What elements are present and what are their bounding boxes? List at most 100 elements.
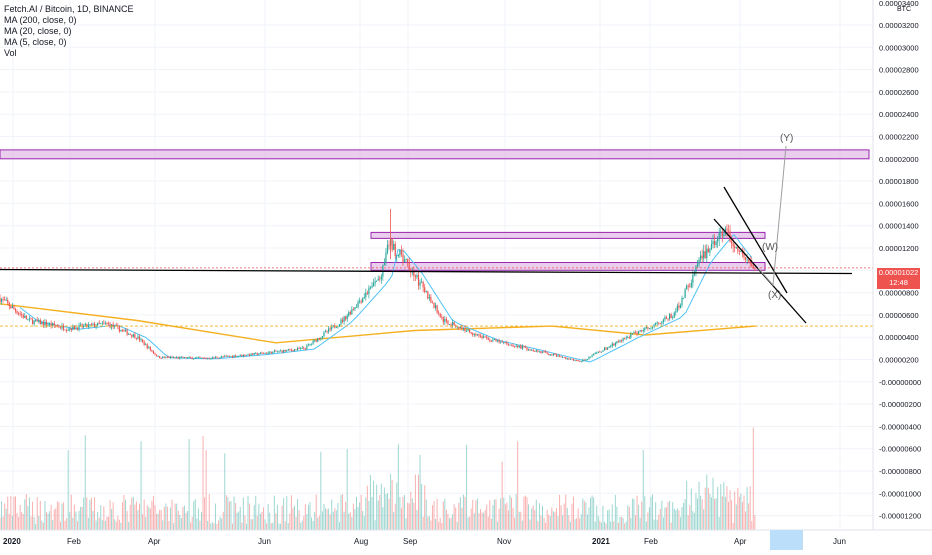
volume-bar <box>228 501 230 530</box>
candle-body <box>751 263 753 266</box>
candle-body <box>69 328 71 330</box>
volume-bar <box>636 495 638 530</box>
volume-bar <box>512 507 514 530</box>
candle-body <box>591 355 593 357</box>
candle-body <box>433 302 435 308</box>
candle-body <box>120 330 122 332</box>
volume-bar <box>424 485 426 530</box>
candle-body <box>202 357 204 359</box>
candle-body <box>673 312 675 318</box>
candle-body <box>496 340 499 342</box>
volume-bar <box>95 520 97 530</box>
candle-body <box>493 339 496 341</box>
candle-body <box>16 311 18 314</box>
candle-body <box>489 339 491 342</box>
candle-body <box>100 323 102 325</box>
volume-bar <box>269 512 271 530</box>
volume-bar <box>290 495 292 530</box>
candle-body <box>701 255 703 259</box>
volume-bar <box>439 517 441 530</box>
candle-body <box>89 324 91 326</box>
candle-body <box>221 356 223 358</box>
volume-bar <box>35 523 37 530</box>
volume-bar <box>360 494 362 530</box>
candle-body <box>696 263 699 267</box>
candle-body <box>524 346 527 348</box>
volume-bar <box>683 502 685 530</box>
candle-body <box>290 349 292 351</box>
volume-bar <box>371 497 373 530</box>
candle-body <box>486 336 488 339</box>
candle-body <box>743 254 745 258</box>
candle-body <box>53 323 55 326</box>
volume-bar <box>180 518 182 530</box>
volume-bar <box>679 517 681 530</box>
volume-bar <box>267 503 269 530</box>
candle-body <box>56 326 58 327</box>
volume-bar <box>143 499 145 530</box>
volume-bar <box>489 500 491 530</box>
volume-bar <box>376 484 378 530</box>
candle-body <box>422 281 424 288</box>
candle-body <box>679 305 682 308</box>
volume-bar <box>422 516 424 530</box>
candle-body <box>509 344 511 346</box>
volume-bar <box>566 507 568 530</box>
time-axis[interactable]: 2020 Feb Apr Jun Aug Sep Nov 2021 Feb Apr Jun <box>0 529 932 550</box>
candle-body <box>300 347 302 349</box>
candle-body <box>360 301 362 303</box>
candle-body <box>244 354 246 356</box>
volume-bar <box>87 517 89 530</box>
volume-bar <box>286 496 288 530</box>
candle-body <box>517 345 519 348</box>
candle-body <box>166 356 168 358</box>
candle-body <box>465 331 468 332</box>
price-axis-label: 0.00002200 <box>879 133 919 142</box>
volume-bar <box>238 511 240 530</box>
candle-body <box>93 323 96 327</box>
candle-body <box>507 344 509 346</box>
candle-body <box>131 334 133 337</box>
volume-bar <box>599 520 601 530</box>
candle-body <box>273 350 275 352</box>
candle-body <box>576 359 578 361</box>
volume-bar <box>540 515 542 530</box>
volume-bar <box>464 496 466 530</box>
legend-ma200: MA (200, close, 0) <box>4 15 77 25</box>
volume-bar <box>734 491 736 530</box>
volume-bar <box>545 522 547 530</box>
volume-bar <box>664 507 666 530</box>
candle-body <box>481 336 483 338</box>
price-axis-bg <box>873 0 932 530</box>
legend-ma5: MA (5, close, 0) <box>4 37 67 47</box>
resistance-zone <box>370 261 766 271</box>
candle-body <box>642 330 644 332</box>
candle-body <box>537 350 539 352</box>
volume-bar <box>568 515 570 530</box>
volume-bar <box>349 512 351 530</box>
candle-body <box>557 355 559 357</box>
candle-body <box>323 332 325 337</box>
volume-bar <box>32 501 34 530</box>
candle-body <box>540 351 542 354</box>
volume-bar <box>648 507 650 530</box>
volume-bar <box>304 504 306 530</box>
volume-bar <box>473 513 475 530</box>
candle-body <box>241 354 243 357</box>
candle-body <box>162 356 164 359</box>
candle-body <box>684 289 686 298</box>
candle-body <box>219 357 221 359</box>
volume-bar <box>466 444 468 530</box>
volume-bar <box>486 504 488 530</box>
candle-body <box>128 333 130 335</box>
volume-bar <box>565 494 567 530</box>
candle-body <box>114 325 116 327</box>
volume-bar <box>55 508 57 530</box>
candle-body <box>543 351 545 353</box>
candle-body <box>600 351 602 353</box>
volume-bar <box>174 503 176 530</box>
price-axis[interactable]: 0.00003400 0.00003200 0.00003000 0.00002800… <box>872 0 932 550</box>
candle-body <box>447 320 449 325</box>
